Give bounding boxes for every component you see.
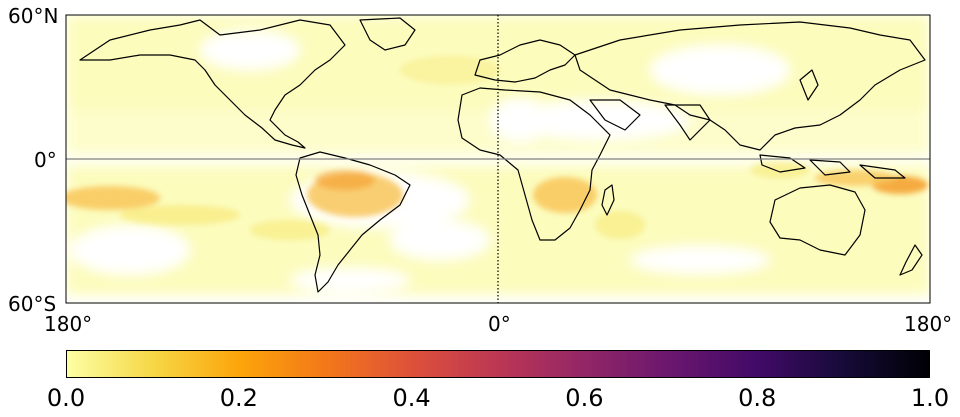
colorbar-tick-label: 0.6 (565, 384, 604, 412)
lon-label-center: 0° (488, 312, 511, 336)
colorbar-tick-label: 1.0 (910, 384, 950, 412)
lat-label-60n: 60°N (8, 4, 59, 28)
coastlines (79, 17, 926, 293)
lon-label-west: 180° (44, 312, 93, 336)
colorbar (66, 350, 930, 378)
colorbar-tick-label: 0.8 (738, 384, 777, 412)
colorbar-tick-label: 0.0 (46, 384, 86, 412)
colorbar-tick-label: 0.2 (219, 384, 258, 412)
lat-label-0: 0° (34, 148, 57, 172)
lon-label-east: 180° (904, 312, 953, 336)
map-frame (65, 14, 931, 304)
lat-label-60s: 60°S (8, 292, 57, 316)
world-map (65, 14, 931, 304)
colorbar-tick-label: 0.4 (392, 384, 431, 412)
